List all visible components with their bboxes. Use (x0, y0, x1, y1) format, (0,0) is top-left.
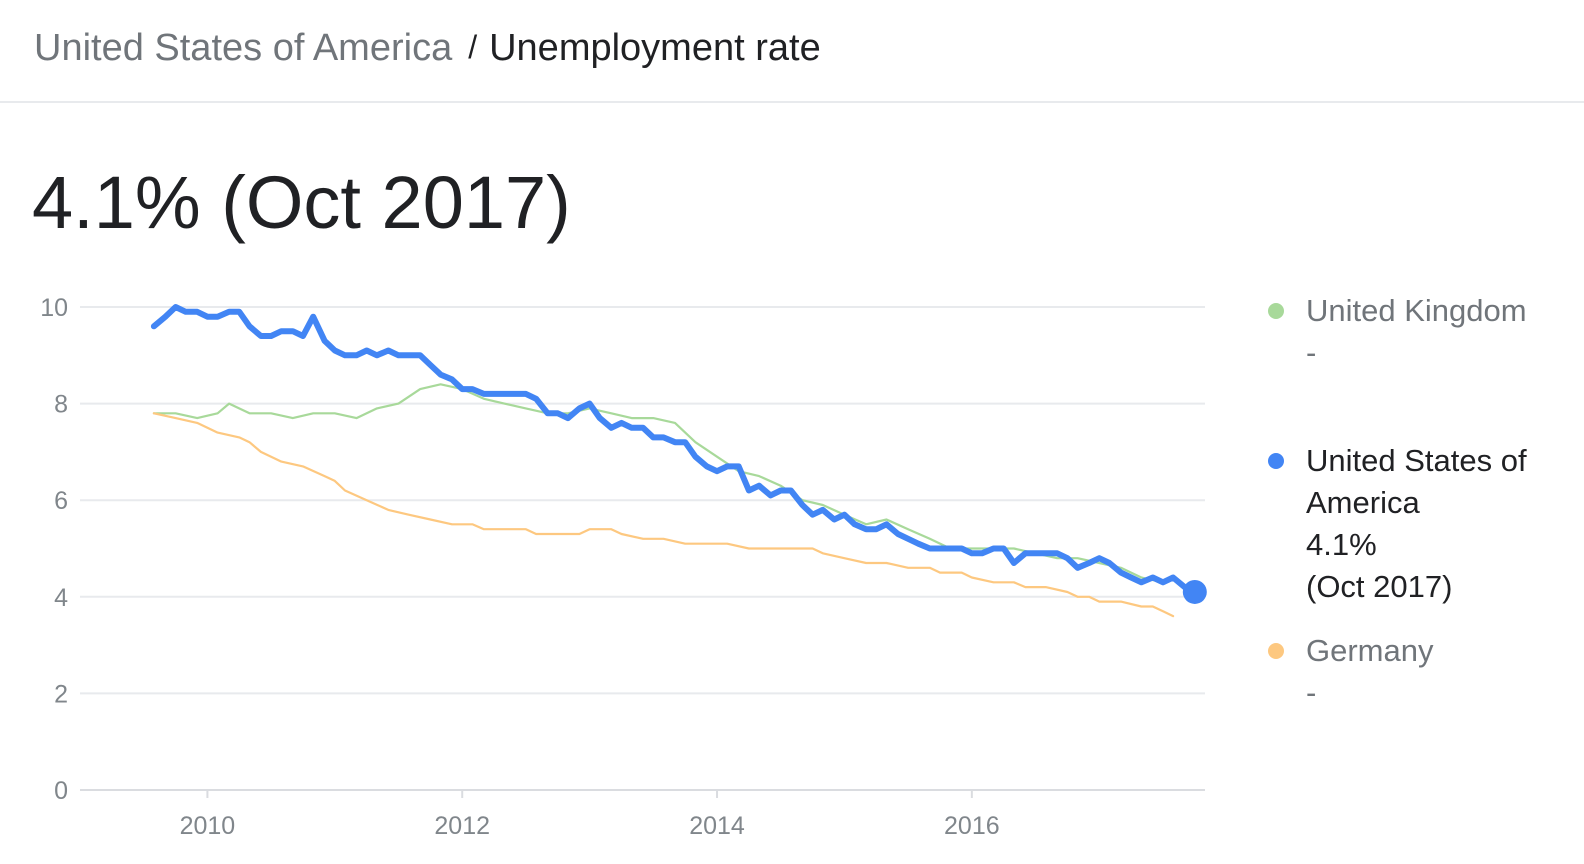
chart-grid (80, 306, 1205, 791)
latest-value-point[interactable] (1182, 579, 1207, 604)
breadcrumb-parent-link[interactable]: United States of America (34, 27, 453, 69)
breadcrumb: United States of America / Unemployment ra… (34, 26, 821, 71)
headline-rate: 4.1% (32, 161, 201, 244)
legend-item-united-states[interactable]: United States of America 4.1% (Oct 2017) (1268, 440, 1568, 608)
series-line-united-kingdom[interactable] (152, 383, 1165, 584)
legend-item-germany[interactable]: Germany - (1268, 630, 1433, 714)
x-tick-label: 2016 (944, 812, 1000, 840)
x-tick-label: 2014 (689, 812, 745, 840)
y-tick-label: 2 (54, 680, 68, 708)
legend-value: - (1306, 335, 1317, 370)
legend-item-united-kingdom[interactable]: United Kingdom - (1268, 290, 1527, 374)
y-tick-label: 8 (54, 391, 68, 419)
headline-date: (Oct 2017) (221, 161, 571, 244)
legend-dot-germany (1268, 643, 1284, 659)
y-tick-label: 10 (40, 294, 68, 322)
x-tick-label: 2010 (180, 812, 236, 840)
breadcrumb-separator: / (468, 29, 478, 65)
legend-value: 4.1% (1306, 527, 1377, 562)
x-tick-label: 2012 (434, 812, 490, 840)
legend-name: United Kingdom (1306, 293, 1527, 328)
chart-ticks: 0 2 4 6 8 10 2010 2012 2014 2016 (40, 294, 999, 840)
breadcrumb-current: Unemployment rate (489, 27, 821, 69)
legend-dot-united-kingdom (1268, 303, 1284, 319)
y-tick-label: 4 (54, 584, 68, 612)
headline-value: 4.1% (Oct 2017) (32, 160, 571, 246)
series-line-germany[interactable] (152, 412, 1175, 618)
header-divider (0, 101, 1584, 103)
y-tick-label: 6 (54, 487, 68, 515)
chart-series (150, 304, 1207, 618)
legend-name: United States of America (1306, 443, 1527, 520)
legend-value: - (1306, 675, 1317, 710)
y-tick-label: 0 (54, 777, 68, 805)
series-line-united-states-of-america[interactable] (150, 304, 1198, 595)
legend-name: Germany (1306, 633, 1434, 668)
unemployment-line-chart[interactable]: 0 2 4 6 8 10 2010 2012 2014 2016 (0, 270, 1230, 860)
legend-dot-united-states (1268, 453, 1284, 469)
legend-date: (Oct 2017) (1306, 569, 1453, 604)
